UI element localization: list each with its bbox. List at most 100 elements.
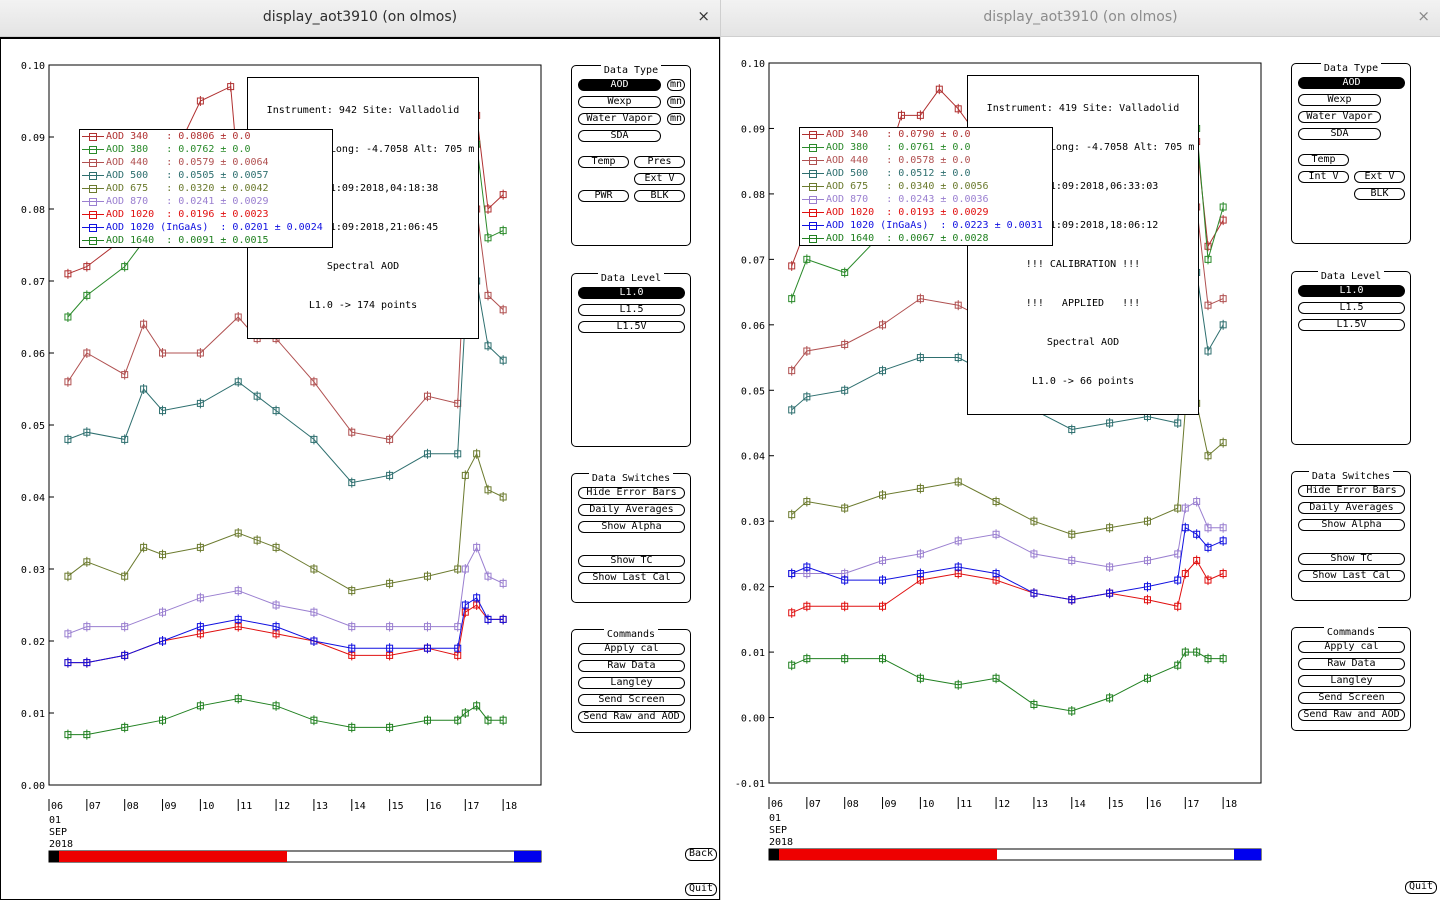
water-vapor-button[interactable]: Water Vapor [1298, 111, 1381, 123]
blk-button[interactable]: BLK [1354, 188, 1405, 200]
date-label: 2018 [769, 837, 793, 848]
legend-label: AOD 340 : 0.0790 ± 0.0 [826, 129, 971, 140]
quit-button[interactable]: Quit [685, 883, 717, 896]
langley-button[interactable]: Langley [578, 677, 685, 689]
y-tick-label: 0.10 [21, 61, 45, 72]
data-point [841, 386, 849, 394]
int-v-button[interactable]: Int V [1298, 171, 1349, 183]
data-point [841, 340, 849, 348]
wexp-button[interactable]: Wexp [578, 96, 661, 108]
apply-cal-button[interactable]: Apply cal [1298, 641, 1405, 653]
data-point [64, 572, 72, 580]
pwr-button[interactable]: PWR [578, 190, 629, 202]
l15-button[interactable]: L1.5 [578, 304, 685, 316]
apply-cal-button[interactable]: Apply cal [578, 643, 685, 655]
hide-error-bars-button[interactable]: Hide Error Bars [1298, 485, 1405, 497]
l15-button[interactable]: L1.5 [1298, 302, 1405, 314]
data-point [916, 550, 924, 558]
aod-button[interactable]: AOD [578, 79, 661, 91]
data-point [272, 702, 280, 710]
title-bar[interactable]: display_aot3910 (on olmos) × [0, 0, 720, 37]
legend-entry: AOD 1020 : 0.0193 ± 0.0029 [800, 206, 1052, 219]
data-point [64, 659, 72, 667]
show-alpha-button[interactable]: Show Alpha [1298, 519, 1405, 531]
raw-data-button[interactable]: Raw Data [1298, 658, 1405, 670]
data-point [227, 83, 235, 91]
window-client: 0.10 0.09 0.08 0.07 0.06 0.05 0.04 0.03 0.02 0.01… [721, 37, 1440, 900]
show-last-cal-button[interactable]: Show Last Cal [1298, 570, 1405, 582]
group-title: Commands [1323, 627, 1379, 638]
temp-button[interactable]: Temp [578, 156, 629, 168]
legend-entry: AOD 1640 : 0.0091 ± 0.0015 [80, 234, 332, 247]
pres-button[interactable]: Pres [634, 156, 685, 168]
data-point [897, 111, 905, 119]
title-bar[interactable]: display_aot3910 (on olmos) × [721, 0, 1440, 37]
sda-button[interactable]: SDA [578, 130, 661, 142]
wexp-button[interactable]: Wexp [1298, 94, 1381, 106]
data-point [461, 565, 469, 573]
wexp-mn-button[interactable]: mn [667, 96, 685, 108]
l10-button[interactable]: L1.0 [1298, 285, 1405, 297]
data-point [1030, 517, 1038, 525]
show-tc-button[interactable]: Show TC [1298, 553, 1405, 565]
group-title: Data Level [597, 273, 665, 284]
l15v-button[interactable]: L1.5V [578, 321, 685, 333]
send-raw-and-aod-button[interactable]: Send Raw and AOD [578, 711, 685, 723]
series-line [67, 698, 504, 736]
data-point [788, 262, 796, 270]
data-point [348, 479, 356, 487]
data-point [1068, 556, 1076, 564]
x-tick-label: 13 [1036, 799, 1048, 810]
night-segment [49, 851, 59, 862]
show-last-cal-button[interactable]: Show Last Cal [578, 572, 685, 584]
water-vapor-mn-button[interactable]: mn [667, 113, 685, 125]
quit-button[interactable]: Quit [1405, 881, 1437, 894]
data-point [196, 594, 204, 602]
y-tick-label: 0.02 [21, 637, 45, 648]
data-point [1204, 452, 1212, 460]
aod-button[interactable]: AOD [1298, 77, 1405, 89]
data-point [454, 644, 462, 652]
data-point [992, 570, 1000, 578]
series-line [791, 526, 1224, 601]
aod-mn-button[interactable]: mn [667, 79, 685, 91]
legend-entry: AOD 675 : 0.0340 ± 0.0056 [800, 180, 1052, 193]
data-point [461, 601, 469, 609]
daily-averages-button[interactable]: Daily Averages [578, 504, 685, 516]
data-point [196, 543, 204, 551]
blk-button[interactable]: BLK [634, 190, 685, 202]
legend-entry: AOD 440 : 0.0579 ± 0.0064 [80, 156, 332, 169]
info-line: Instrument: 419 Site: Valladolid [986, 103, 1180, 114]
data-point [841, 655, 849, 663]
x-tick-label: 09 [165, 801, 177, 812]
langley-button[interactable]: Langley [1298, 675, 1405, 687]
send-screen-button[interactable]: Send Screen [1298, 692, 1405, 704]
data-point [272, 543, 280, 551]
ext-v-button[interactable]: Ext V [1354, 171, 1405, 183]
water-vapor-button[interactable]: Water Vapor [578, 113, 661, 125]
hide-error-bars-button[interactable]: Hide Error Bars [578, 487, 685, 499]
send-raw-and-aod-button[interactable]: Send Raw and AOD [1298, 709, 1405, 721]
sda-button[interactable]: SDA [1298, 128, 1381, 140]
legend-marker-icon [80, 208, 106, 221]
daily-averages-button[interactable]: Daily Averages [1298, 502, 1405, 514]
raw-data-button[interactable]: Raw Data [578, 660, 685, 672]
l10-button[interactable]: L1.0 [578, 287, 685, 299]
x-tick-label: 16 [429, 801, 441, 812]
data-point [1030, 700, 1038, 708]
show-tc-button[interactable]: Show TC [578, 555, 685, 567]
close-icon[interactable]: × [697, 7, 710, 25]
send-screen-button[interactable]: Send Screen [578, 694, 685, 706]
ext-v-button[interactable]: Ext V [634, 173, 685, 185]
l15v-button[interactable]: L1.5V [1298, 319, 1405, 331]
data-point [140, 543, 148, 551]
temp-button[interactable]: Temp [1298, 154, 1349, 166]
back-button[interactable]: Back [685, 848, 717, 861]
show-alpha-button[interactable]: Show Alpha [578, 521, 685, 533]
y-tick-label: 0.10 [741, 59, 765, 70]
data-point [1030, 550, 1038, 558]
data-point [1204, 655, 1212, 663]
y-tick-label: 0.04 [741, 452, 765, 463]
date-label: 2018 [49, 839, 73, 850]
close-icon[interactable]: × [1417, 7, 1430, 25]
